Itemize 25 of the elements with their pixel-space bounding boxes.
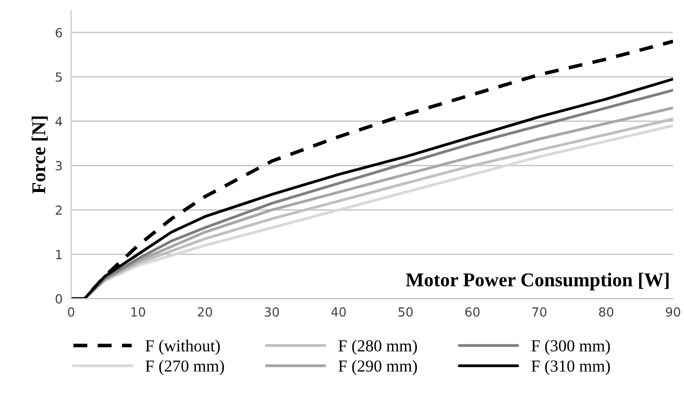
x-tick-label: 90 <box>666 307 680 317</box>
x-tick-label: 10 <box>131 307 146 317</box>
y-tick-label: 0 <box>56 294 62 304</box>
y-tick-label: 1 <box>56 250 62 260</box>
x-axis-title: Motor Power Consumption [W] <box>406 272 669 290</box>
legend-label: F (290 mm) <box>338 360 417 376</box>
legend-label: F (270 mm) <box>146 360 224 376</box>
legend-label: F (310 mm) <box>531 360 610 376</box>
x-tick-label: 0 <box>68 307 74 317</box>
x-tick-label: 20 <box>198 307 212 317</box>
y-tick-label: 6 <box>56 28 62 38</box>
x-tick-label: 80 <box>599 307 614 317</box>
y-tick-label: 2 <box>56 205 62 215</box>
y-axis-title: Force [N] <box>32 116 48 194</box>
x-tick-label: 30 <box>264 307 279 317</box>
y-tick-label: 3 <box>56 161 62 171</box>
legend-label: F (280 mm) <box>338 340 417 355</box>
y-tick-label: 4 <box>55 116 62 126</box>
x-tick-label: 60 <box>465 307 480 317</box>
x-tick-label: 70 <box>532 307 546 317</box>
x-tick-label: 40 <box>331 307 346 317</box>
legend-label: F (without) <box>146 340 220 355</box>
legend-label: F (300 mm) <box>531 340 610 355</box>
y-tick-label: 5 <box>56 72 62 82</box>
x-tick-label: 50 <box>398 307 413 317</box>
